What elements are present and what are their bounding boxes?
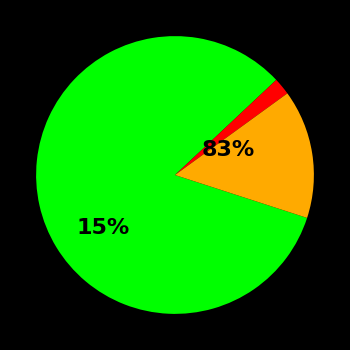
Wedge shape	[175, 80, 287, 175]
Text: 15%: 15%	[76, 218, 130, 238]
Wedge shape	[36, 36, 307, 314]
Wedge shape	[175, 93, 314, 218]
Text: 83%: 83%	[201, 140, 254, 160]
